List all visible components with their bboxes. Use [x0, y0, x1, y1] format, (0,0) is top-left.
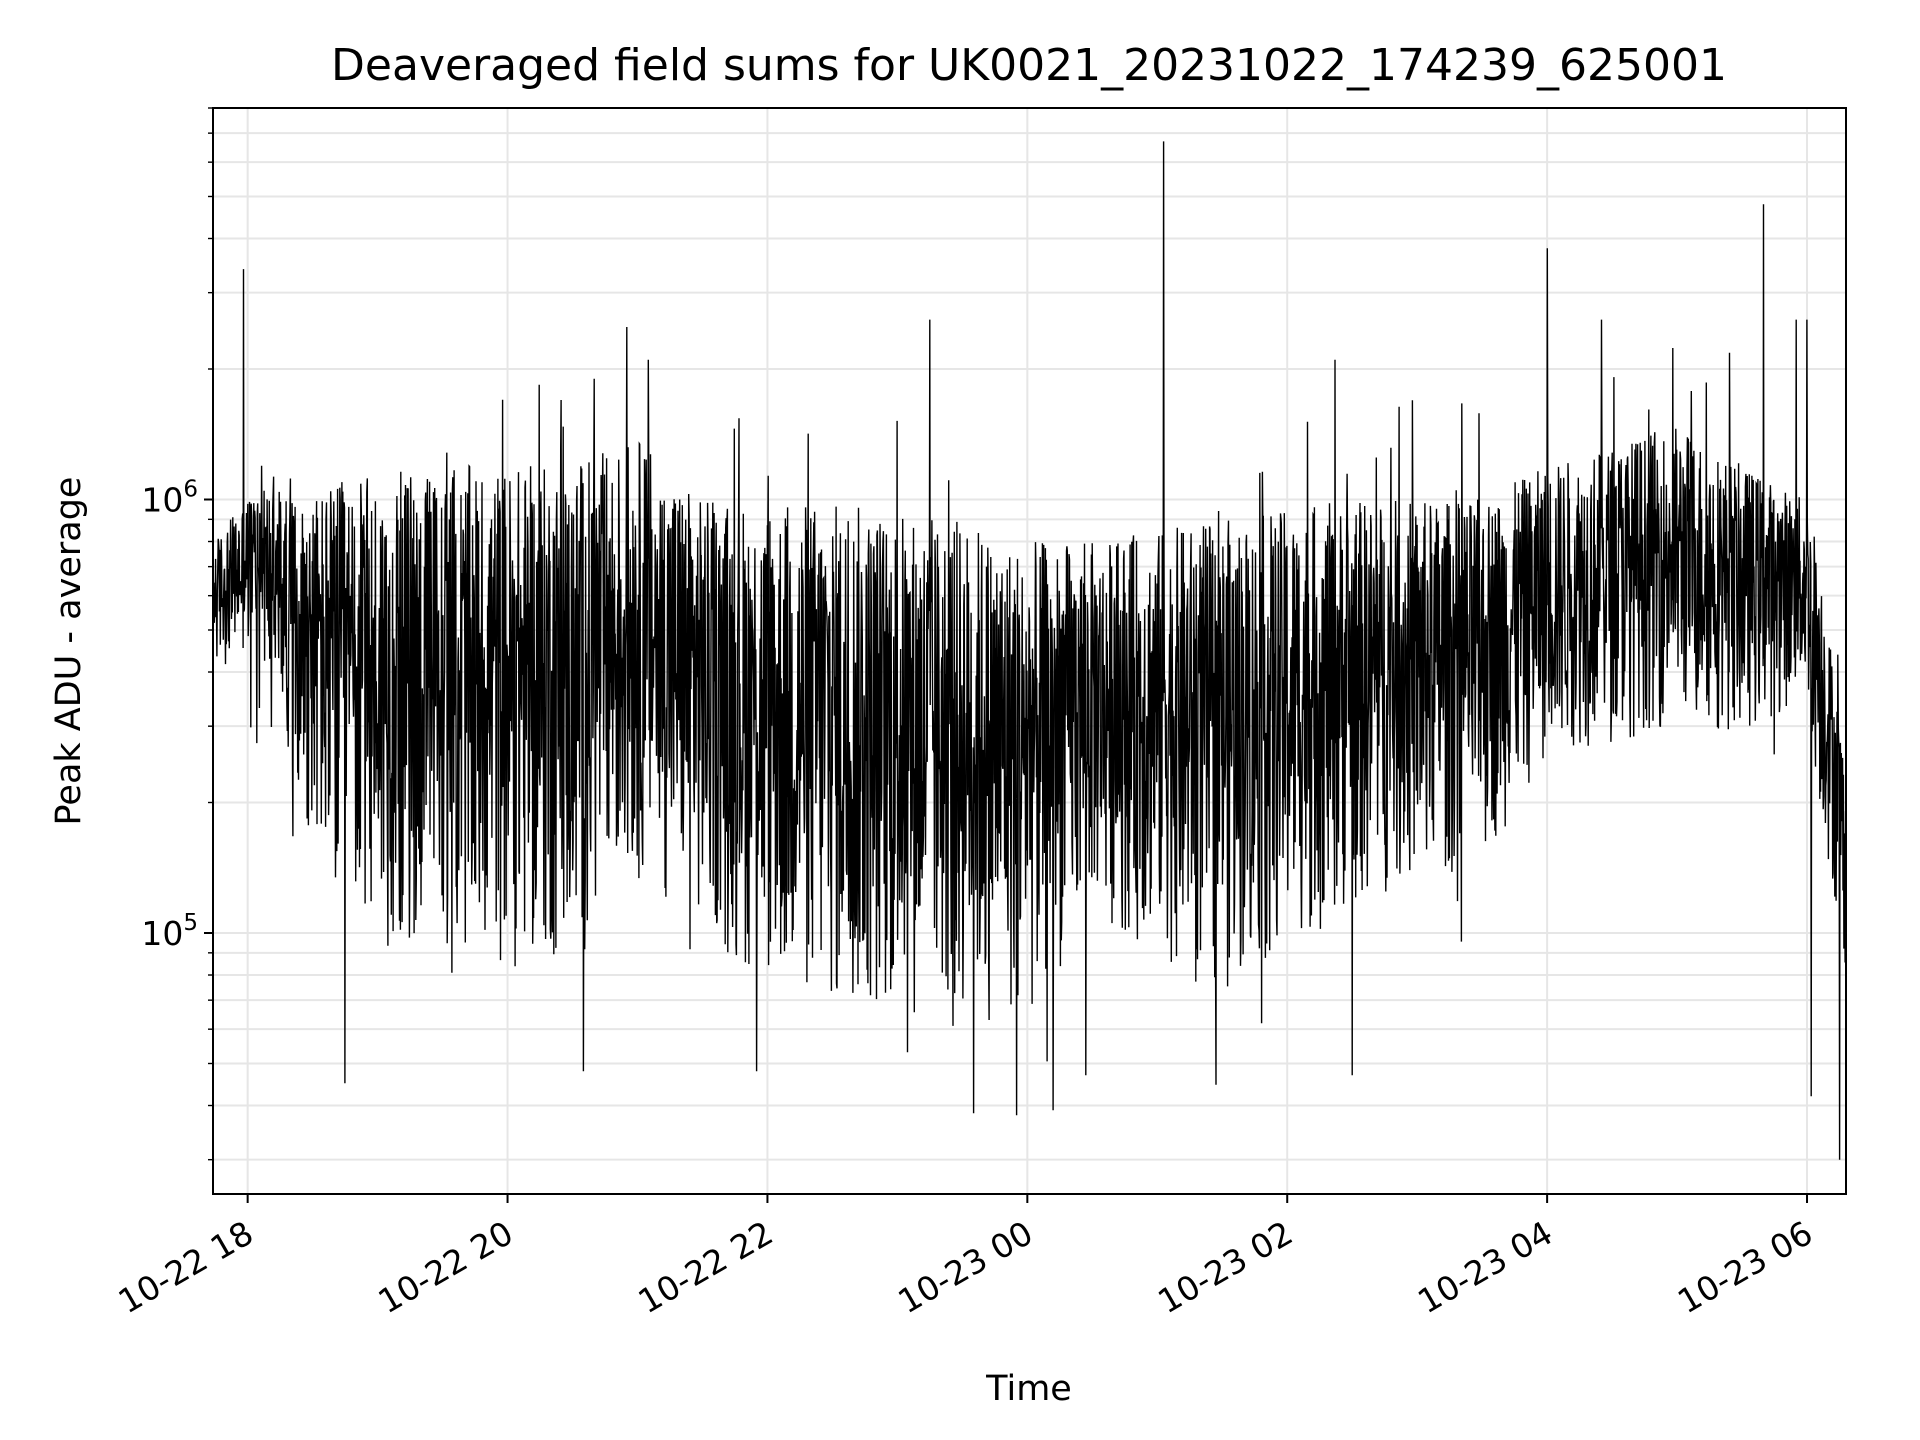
x-tick-label: 10-22 22: [631, 1213, 779, 1321]
x-tick-label: 10-22 20: [372, 1213, 520, 1321]
x-tick-label: 10-22 18: [112, 1213, 260, 1321]
y-tick-label: 106: [141, 476, 198, 519]
grid-layer: [213, 107, 1846, 1194]
x-tick-label: 10-23 02: [1151, 1213, 1299, 1321]
plot-frame: [212, 107, 1847, 1195]
x-axis-label: Time: [985, 1369, 1072, 1409]
x-tick-label: 10-23 00: [891, 1213, 1039, 1321]
y-axis-label: Peak ADU - average: [49, 477, 89, 826]
chart-title: Deaveraged field sums for UK0021_2023102…: [331, 40, 1727, 91]
y-tick-label: 105: [141, 910, 198, 953]
series-line: [212, 141, 1847, 1160]
x-tick-label: 10-23 04: [1411, 1213, 1559, 1321]
x-axis-ticks: 10-22 18 10-22 20 10-22 22 10-23 00 10-23 02…: [112, 1194, 1819, 1321]
series-layer: [212, 141, 1847, 1160]
y-axis-ticks: 105 106: [141, 107, 213, 1161]
x-tick-label: 10-23 06: [1671, 1213, 1819, 1321]
